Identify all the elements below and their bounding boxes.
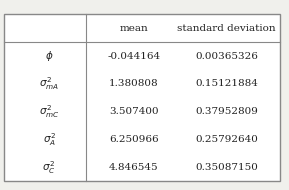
- Text: 0.35087150: 0.35087150: [195, 163, 258, 172]
- Text: standard deviation: standard deviation: [177, 24, 276, 33]
- Text: 6.250966: 6.250966: [109, 135, 159, 144]
- Text: 0.15121884: 0.15121884: [195, 79, 258, 88]
- Text: 0.00365326: 0.00365326: [195, 52, 258, 61]
- Text: $\sigma^2_{A}$: $\sigma^2_{A}$: [43, 131, 56, 148]
- Text: 4.846545: 4.846545: [109, 163, 159, 172]
- Text: $\sigma^2_{mC}$: $\sigma^2_{mC}$: [39, 103, 60, 120]
- Text: $\sigma^2_{mA}$: $\sigma^2_{mA}$: [39, 75, 59, 92]
- Text: $\phi$: $\phi$: [45, 49, 53, 63]
- Text: mean: mean: [119, 24, 148, 33]
- Text: $\sigma^2_{C}$: $\sigma^2_{C}$: [42, 159, 56, 176]
- Text: 0.25792640: 0.25792640: [195, 135, 258, 144]
- Text: 0.37952809: 0.37952809: [195, 107, 258, 116]
- FancyBboxPatch shape: [4, 14, 280, 181]
- Text: 3.507400: 3.507400: [109, 107, 159, 116]
- Text: -0.044164: -0.044164: [107, 52, 160, 61]
- Text: 1.380808: 1.380808: [109, 79, 159, 88]
